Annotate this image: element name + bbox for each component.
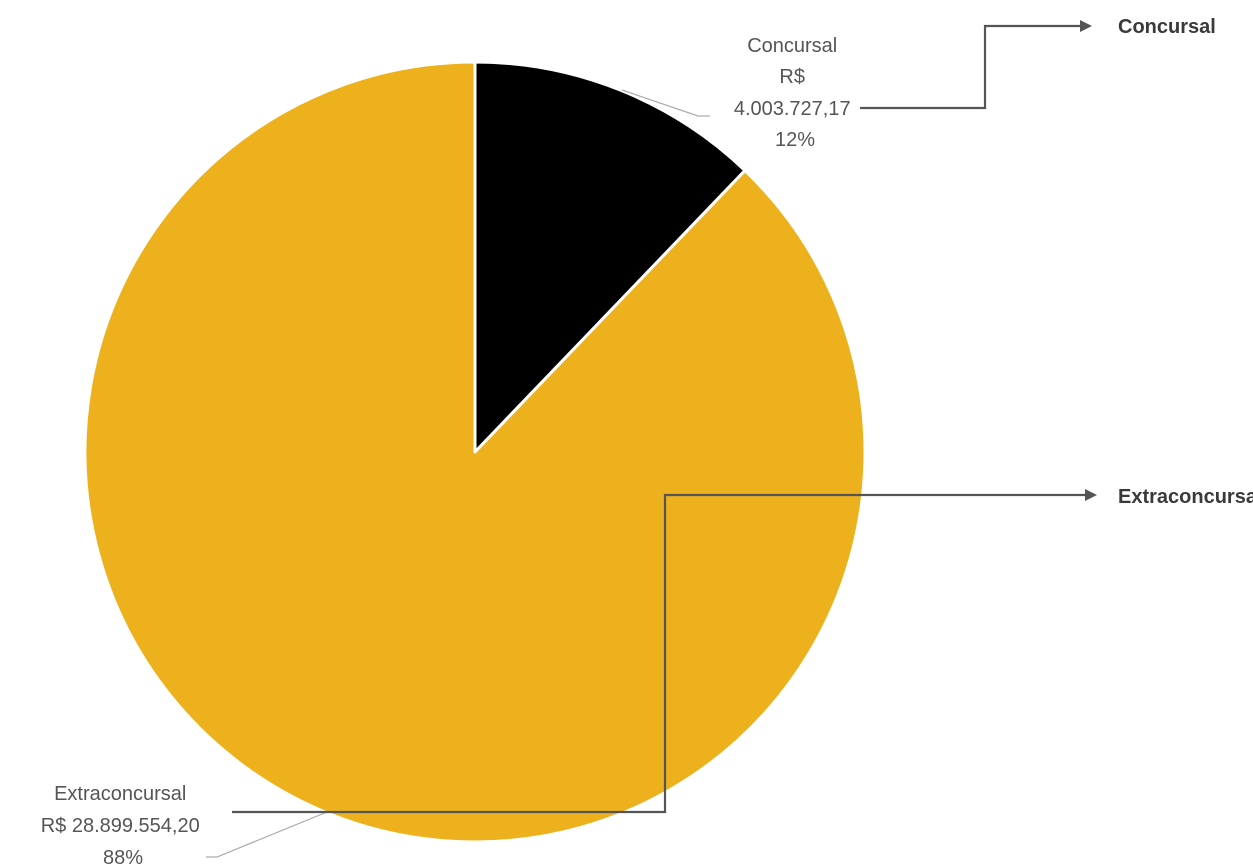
pie-slice-concursal <box>473 60 747 454</box>
arrow-right-icon <box>1080 20 1092 32</box>
pie-slice-extraconcursal <box>83 60 867 844</box>
data-label-extraconcursal: Extraconcursal R$ 28.899.554,20 88% <box>41 783 206 867</box>
leader-line-extraconcursal <box>206 811 328 858</box>
legend-entry-extraconcursal: Extraconcursal <box>1118 486 1253 508</box>
callout-connector-extraconcursal <box>232 493 1085 814</box>
leader-line-concursal <box>621 89 710 117</box>
arrow-right-icon <box>1085 489 1097 501</box>
callout-connector-concursal <box>860 24 1080 110</box>
legend-entry-concursal: Concursal <box>1118 16 1216 38</box>
data-label-concursal: Concursal R$ 4.003.727,17 12% <box>734 35 856 151</box>
